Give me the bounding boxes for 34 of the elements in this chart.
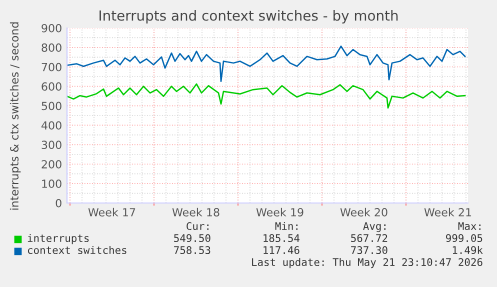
y-tick-label: 700 — [42, 62, 62, 72]
text: Cur: — [186, 222, 208, 230]
line-series — [67, 46, 466, 82]
x-tick-label: Week 21 — [424, 208, 472, 216]
y-tick-label: 200 — [42, 160, 62, 168]
x-tick-label: Week 17 — [88, 208, 136, 216]
y-tick-label: 300 — [42, 140, 62, 150]
text: Max: — [458, 222, 480, 230]
text: Min: — [275, 222, 298, 230]
text: 999.05 — [446, 234, 482, 242]
text: 737.30 — [351, 246, 388, 254]
y-tick-label: 100 — [42, 180, 62, 188]
y-tick-label: 0 — [56, 198, 62, 208]
y-tick-label: 900 — [42, 24, 62, 32]
legend-label: interrupts — [28, 234, 89, 244]
x-tick-label: Week 19 — [256, 208, 304, 216]
y-tick-label: 400 — [41, 121, 62, 130]
x-tick-label: Week 18 — [172, 208, 220, 216]
text: Avg: — [363, 222, 386, 232]
legend-label: context switches — [28, 246, 126, 254]
y-tick-label: 800 — [42, 43, 62, 52]
text: 567.72 — [351, 234, 388, 242]
text: Last update: Thu May 21 23:10:47 2026 — [252, 258, 482, 268]
text: 1.49k — [452, 246, 483, 254]
y-axis-title: interrupts & ctx switches / second — [10, 22, 21, 210]
text: 758.53 — [174, 246, 210, 254]
text: 549.50 — [174, 234, 210, 242]
x-tick-label: Week 20 — [340, 208, 388, 216]
line-series — [67, 83, 466, 109]
text: 185.54 — [264, 234, 300, 242]
y-tick-label: 500 — [42, 102, 62, 110]
chart-title: Interrupts and context switches - by month — [100, 10, 398, 24]
text: 117.46 — [264, 246, 300, 254]
y-tick-label: 600 — [42, 82, 62, 91]
